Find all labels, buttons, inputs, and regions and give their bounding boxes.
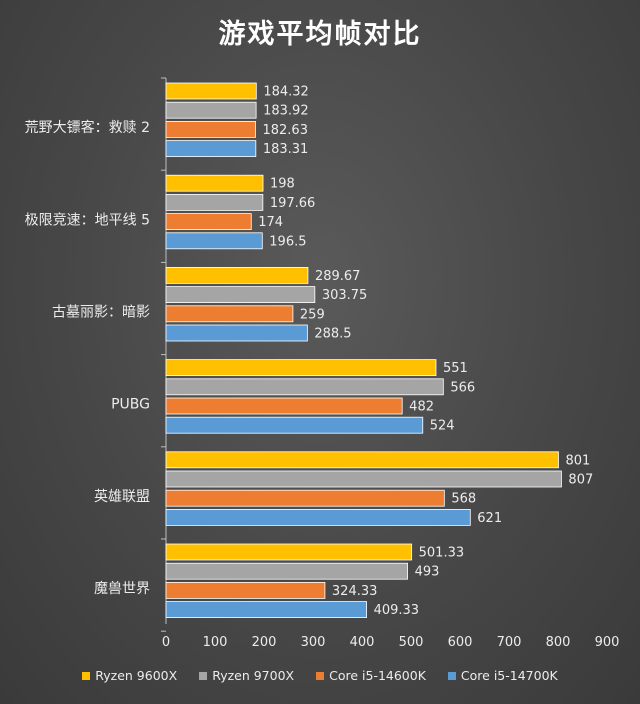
data-label: 183.31 <box>263 142 309 157</box>
data-label: 196.5 <box>269 234 306 249</box>
data-label: 493 <box>415 565 440 580</box>
bar <box>165 601 367 618</box>
data-label: 482 <box>409 400 434 415</box>
data-label: 324.33 <box>332 584 378 599</box>
bar <box>165 508 471 526</box>
data-label: 174 <box>258 215 283 230</box>
legend-label: Ryzen 9700X <box>212 668 295 683</box>
bar <box>165 359 437 377</box>
category-label: 古墓丽影：暗影 <box>52 305 150 321</box>
data-label: 801 <box>565 453 590 468</box>
x-tick-label: 0 <box>162 635 170 650</box>
x-tick-label: 200 <box>252 635 277 650</box>
bar <box>165 305 294 323</box>
data-label: 566 <box>450 380 475 395</box>
bar <box>165 470 562 488</box>
legend-item: Core i5-14600K <box>316 668 426 683</box>
bar <box>165 397 403 415</box>
data-label: 303.75 <box>322 288 368 303</box>
data-label: 198 <box>270 177 295 192</box>
bar <box>165 543 413 561</box>
bar <box>165 174 264 192</box>
bar <box>165 82 257 100</box>
category-label: 英雄联盟 <box>94 488 150 505</box>
legend-swatch <box>199 671 208 680</box>
bar <box>165 140 257 158</box>
x-tick-label: 400 <box>350 635 375 650</box>
bar <box>165 324 308 342</box>
data-label: 524 <box>430 419 455 434</box>
legend-item: Ryzen 9600X <box>82 668 177 683</box>
x-tick-label: 900 <box>595 635 620 650</box>
x-tick-label: 600 <box>448 635 473 650</box>
legend-item: Core i5-14700K <box>447 668 558 683</box>
bar <box>165 232 263 250</box>
bar <box>165 582 326 599</box>
chart-legend: Ryzen 9600X Ryzen 9700X Core i5-14600K Core… <box>0 668 640 683</box>
data-label: 551 <box>443 361 468 376</box>
bar <box>165 416 424 434</box>
data-label: 288.5 <box>314 327 351 342</box>
category-label: 极限竞速：地平线 5 <box>25 211 150 228</box>
data-label: 568 <box>451 492 476 507</box>
legend-label: Ryzen 9600X <box>95 668 178 683</box>
category-label: PUBG <box>111 397 150 413</box>
bar <box>165 378 444 396</box>
category-label: 荒野大镖客：救赎 2 <box>25 119 150 136</box>
data-label: 289.67 <box>315 269 361 284</box>
bar <box>165 562 408 580</box>
bar <box>165 101 257 119</box>
legend-swatch <box>447 671 456 680</box>
legend-item: Ryzen 9700X <box>199 668 294 683</box>
legend-swatch <box>82 671 91 680</box>
x-tick-label: 800 <box>546 635 571 650</box>
x-tick-label: 500 <box>399 635 424 650</box>
bar <box>165 193 264 211</box>
bar <box>165 121 256 138</box>
category-label: 魔兽世界 <box>94 581 150 597</box>
x-tick-label: 100 <box>203 635 228 650</box>
data-label: 197.66 <box>270 196 316 211</box>
legend-label: Core i5-14700K <box>460 668 558 683</box>
bar <box>165 213 252 231</box>
data-label: 501.33 <box>419 546 465 561</box>
data-label: 182.63 <box>262 123 308 138</box>
data-label: 409.33 <box>374 603 420 618</box>
bar <box>165 489 445 507</box>
x-tick-label: 700 <box>497 635 522 650</box>
bar <box>165 286 316 304</box>
legend-label: Core i5-14600K <box>329 668 426 683</box>
data-label: 807 <box>568 473 593 488</box>
data-label: 184.32 <box>263 85 309 100</box>
chart-title: 游戏平均帧对比 <box>218 19 422 50</box>
data-label: 183.92 <box>263 104 309 119</box>
data-label: 259 <box>300 307 325 322</box>
x-tick-label: 300 <box>301 635 326 650</box>
legend-swatch <box>316 671 325 680</box>
bar <box>165 266 309 284</box>
data-label: 621 <box>477 511 502 526</box>
bar <box>165 451 559 469</box>
